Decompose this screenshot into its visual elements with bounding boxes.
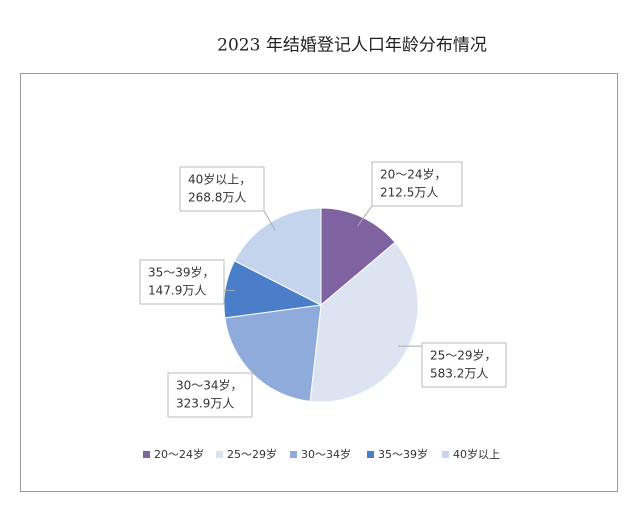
legend-label: 30～34岁 (301, 447, 351, 461)
chart-title: 2023 年结婚登记人口年龄分布情况 (217, 36, 487, 56)
callout-box (179, 166, 265, 212)
legend-swatch (216, 451, 223, 458)
leader-line (357, 205, 373, 227)
chart-frame (20, 73, 618, 492)
callout-box (167, 372, 253, 418)
legend-swatch (290, 451, 297, 458)
legend-label: 40岁以上 (453, 447, 500, 461)
callout-category: 35～39岁， (148, 265, 215, 280)
callout-category: 40岁以上， (188, 172, 251, 187)
callout-category: 30～34岁， (176, 378, 243, 393)
legend-swatch (442, 451, 449, 458)
callout-value: 583.2万人 (430, 367, 488, 381)
callout-value: 323.9万人 (176, 397, 234, 411)
pie-slice (224, 304, 322, 402)
callout-box (139, 259, 225, 305)
legend-label: 25～29岁 (227, 447, 277, 461)
callout-value: 212.5万人 (380, 186, 438, 200)
leader-line (251, 366, 261, 374)
callout-value: 268.8万人 (188, 191, 246, 205)
callout-category: 20～24岁， (380, 167, 447, 182)
callout-value: 147.9万人 (148, 284, 206, 298)
legend-label: 35～39岁 (378, 447, 428, 461)
callout-box (371, 161, 463, 207)
leader-line (263, 210, 276, 231)
pie-slice (320, 207, 396, 307)
legend-label: 20～24岁 (154, 447, 204, 461)
pie-slice (309, 241, 419, 403)
legend-swatch (143, 451, 150, 458)
callout-box (421, 342, 507, 388)
legend-swatch (367, 451, 374, 458)
callout-category: 25～29岁， (430, 348, 497, 363)
